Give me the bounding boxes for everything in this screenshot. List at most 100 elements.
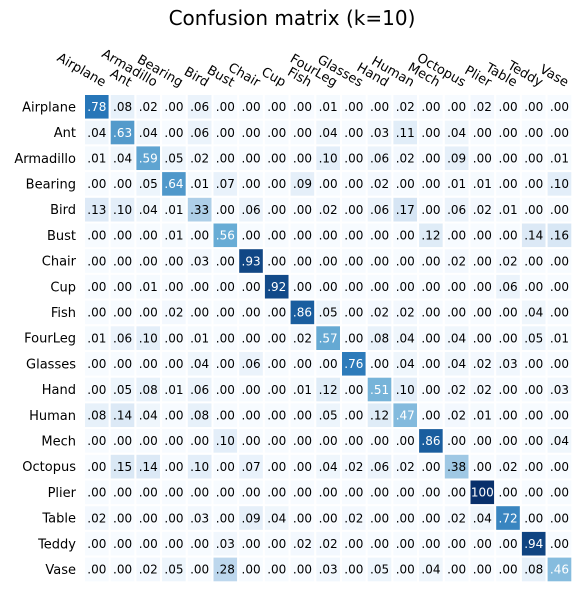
heatmap-cell xyxy=(185,247,214,275)
cell-value-label: .04 xyxy=(396,357,415,371)
cell-value-label: .00 xyxy=(139,486,158,500)
cell-value-label: .00 xyxy=(421,203,440,217)
cell-value-label: .00 xyxy=(370,511,389,525)
cell-value-label: .00 xyxy=(370,100,389,114)
cell-value-label: .00 xyxy=(164,408,183,422)
cell-value-label: .06 xyxy=(242,357,261,371)
cell-value-label: .00 xyxy=(319,511,338,525)
heatmap-cell xyxy=(262,324,291,352)
cell-value-label: .94 xyxy=(524,537,543,551)
cell-value-label: .14 xyxy=(139,460,158,474)
cell-value-label: .00 xyxy=(293,100,312,114)
cell-value-label: .00 xyxy=(499,177,518,191)
cell-value-label: .92 xyxy=(267,280,286,294)
cell-value-label: .00 xyxy=(139,254,158,268)
heatmap-cell xyxy=(519,221,548,250)
row-label-hand: Hand xyxy=(42,383,76,398)
heatmap-cell xyxy=(108,247,137,275)
cell-value-label: .03 xyxy=(190,254,209,268)
cell-value-label: .05 xyxy=(113,383,132,397)
cell-value-label: .01 xyxy=(164,203,183,217)
heatmap-cell xyxy=(262,195,291,224)
cell-value-label: .00 xyxy=(164,126,183,140)
cell-value-label: .00 xyxy=(293,203,312,217)
heatmap-cell xyxy=(314,247,342,275)
cell-value-label: .00 xyxy=(421,126,440,140)
cell-value-label: .00 xyxy=(242,306,261,320)
cell-value-label: .00 xyxy=(344,408,363,422)
cell-value-label: .02 xyxy=(293,331,312,345)
cell-value-label: .04 xyxy=(190,357,209,371)
cell-value-label: .00 xyxy=(499,486,518,500)
cell-value-label: .01 xyxy=(293,383,312,397)
heatmap-cell xyxy=(391,555,420,584)
heatmap-cell xyxy=(365,298,394,327)
cell-value-label: .00 xyxy=(421,100,440,114)
cell-value-label: .00 xyxy=(344,151,363,165)
heatmap-cell xyxy=(391,298,420,327)
cell-value-label: .00 xyxy=(164,254,183,268)
cell-value-label: .00 xyxy=(242,177,261,191)
cell-value-label: .00 xyxy=(447,306,466,320)
heatmap-cell xyxy=(519,195,548,224)
cell-value-label: .00 xyxy=(216,460,235,474)
cell-value-label: .46 xyxy=(550,563,569,577)
heatmap-cell xyxy=(288,93,317,121)
heatmap-cell xyxy=(494,118,522,147)
cell-value-label: .00 xyxy=(113,306,132,320)
cell-value-label: .00 xyxy=(550,357,569,371)
cell-value-label: .02 xyxy=(447,511,466,525)
cell-value-label: .00 xyxy=(139,537,158,551)
cell-value-label: .93 xyxy=(242,254,261,268)
cell-value-label: .00 xyxy=(370,254,389,268)
cell-value-label: .02 xyxy=(370,177,389,191)
cell-value-label: .00 xyxy=(293,151,312,165)
cell-value-label: .00 xyxy=(293,254,312,268)
cell-value-label: .06 xyxy=(447,203,466,217)
heatmap-cell xyxy=(442,298,471,327)
heatmap-cell xyxy=(545,144,574,173)
heatmap-cell xyxy=(442,272,471,301)
heatmap-cell xyxy=(160,298,188,327)
row-label-chair: Chair xyxy=(42,255,77,270)
cell-value-label: .00 xyxy=(524,486,543,500)
cell-value-label: .00 xyxy=(216,486,235,500)
heatmap-cell xyxy=(545,427,574,455)
heatmap-cell xyxy=(160,93,188,121)
heatmap-cell xyxy=(288,350,317,378)
cell-value-label: .03 xyxy=(319,563,338,577)
heatmap-cell xyxy=(365,221,394,250)
cell-value-label: .00 xyxy=(242,100,261,114)
cell-value-label: .00 xyxy=(113,434,132,448)
cell-value-label: .02 xyxy=(473,383,492,397)
heatmap-cell xyxy=(340,272,368,301)
cell-value-label: .00 xyxy=(216,151,235,165)
cell-value-label: .09 xyxy=(447,151,466,165)
cell-value-label: .00 xyxy=(216,126,235,140)
cell-value-label: .00 xyxy=(524,280,543,294)
cell-value-label: .06 xyxy=(370,203,389,217)
row-label-bust: Bust xyxy=(47,229,76,244)
cell-value-label: .00 xyxy=(319,357,338,371)
cell-value-label: .00 xyxy=(190,486,209,500)
cell-value-label: .00 xyxy=(421,331,440,345)
cell-value-label: .00 xyxy=(139,306,158,320)
cell-value-label: .02 xyxy=(344,511,363,525)
cell-value-label: .00 xyxy=(190,563,209,577)
cell-value-label: .00 xyxy=(87,280,106,294)
cell-value-label: .00 xyxy=(421,254,440,268)
cell-value-label: .00 xyxy=(319,229,338,243)
cell-value-label: .00 xyxy=(499,563,518,577)
cell-value-label: .00 xyxy=(550,126,569,140)
cell-value-label: .00 xyxy=(319,177,338,191)
cell-value-label: .00 xyxy=(293,126,312,140)
cell-value-label: .01 xyxy=(190,331,209,345)
heatmap-cell xyxy=(519,118,548,147)
col-label-bird: Bird xyxy=(181,65,211,91)
cell-value-label: .00 xyxy=(344,563,363,577)
cell-value-label: .08 xyxy=(87,408,106,422)
cell-value-label: .00 xyxy=(524,126,543,140)
cell-value-label: .05 xyxy=(164,563,183,577)
heatmap-cell xyxy=(288,170,317,198)
heatmap-cell xyxy=(185,401,214,430)
